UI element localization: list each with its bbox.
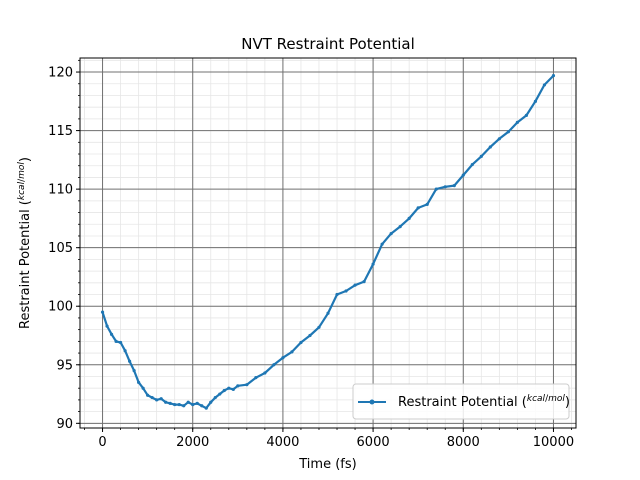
data-point — [497, 137, 501, 141]
data-point — [407, 216, 411, 221]
y-tick-label: 115 — [48, 124, 73, 139]
data-point — [213, 395, 217, 400]
y-tick-label: 100 — [48, 300, 73, 315]
data-point — [398, 225, 402, 229]
ticks-layer: 0 2000 4000 6000 8000 10000 90 95 100 105 110 115 12… — [48, 59, 574, 450]
data-point — [533, 99, 538, 103]
data-point — [114, 339, 118, 343]
data-point — [515, 120, 519, 124]
y-tick-label: 90 — [56, 417, 73, 432]
data-point — [335, 292, 339, 297]
plot-background — [80, 58, 576, 428]
data-point — [128, 359, 132, 363]
data-point — [100, 310, 105, 314]
svg-text:Restraint Potential (kcal/mol): Restraint Potential (kcal/mol) — [17, 157, 33, 329]
data-point — [416, 206, 420, 210]
data-point — [371, 262, 375, 266]
data-point — [186, 400, 190, 404]
data-point — [488, 145, 492, 149]
legend-unit-denominator: mol — [548, 394, 565, 404]
data-point — [317, 325, 321, 329]
data-point — [452, 184, 456, 188]
data-point — [362, 280, 366, 284]
data-point — [118, 340, 123, 345]
data-point — [231, 387, 235, 391]
data-point — [218, 392, 222, 396]
data-point — [281, 356, 285, 360]
data-point — [479, 154, 483, 158]
data-point — [353, 283, 357, 287]
data-point — [191, 402, 195, 407]
data-point — [389, 232, 393, 236]
data-point — [105, 324, 109, 328]
x-tick-label: 0 — [98, 435, 106, 450]
data-point — [146, 393, 150, 397]
svg-text:Restraint Potential (kcal/mol): Restraint Potential (kcal/mol) — [398, 394, 570, 410]
data-point — [461, 173, 465, 177]
data-point — [150, 395, 154, 400]
data-point — [159, 397, 163, 401]
data-point — [177, 402, 181, 407]
data-point — [272, 363, 276, 367]
y-axis-unit-denominator: mol — [17, 162, 27, 179]
data-point — [263, 371, 267, 375]
data-point — [195, 401, 199, 406]
data-point — [164, 400, 168, 404]
y-axis-label: Restraint Potential (kcal/mol) — [17, 157, 33, 329]
major-grid — [80, 58, 576, 428]
data-point — [236, 384, 240, 388]
x-tick-label: 6000 — [357, 435, 390, 450]
legend-unit-numerator: kcal — [527, 394, 546, 404]
data-point — [200, 404, 204, 408]
legend-entry-text: Restraint Potential ( — [398, 395, 527, 410]
plot-frame — [79, 57, 577, 429]
data-point — [425, 202, 429, 206]
data-point — [506, 130, 510, 134]
data-point — [155, 398, 159, 402]
y-tick-label: 95 — [56, 358, 73, 373]
y-axis-label-text: Restraint Potential ( — [18, 200, 33, 329]
y-tick-label: 105 — [48, 241, 73, 256]
legend-marker-swatch — [369, 399, 375, 405]
data-point — [290, 350, 294, 354]
data-point — [524, 113, 529, 117]
x-axis-label: Time (fs) — [298, 457, 356, 472]
data-point — [299, 340, 303, 345]
data-point — [326, 311, 330, 315]
data-point — [182, 404, 186, 408]
legend-box — [352, 383, 570, 420]
data-point — [551, 73, 556, 78]
data-point — [254, 376, 258, 380]
data-point — [227, 386, 231, 390]
series-layer — [100, 73, 556, 410]
y-tick-label: 110 — [48, 183, 73, 198]
data-point — [380, 242, 384, 246]
data-point — [109, 332, 114, 336]
data-point — [137, 380, 141, 384]
legend: Restraint Potential (kcal/mol) — [352, 383, 570, 420]
x-tick-label: 2000 — [176, 435, 209, 450]
data-point — [308, 333, 312, 338]
data-point — [132, 369, 136, 373]
data-point — [204, 406, 208, 410]
data-point — [470, 162, 474, 167]
data-point — [443, 185, 447, 189]
data-point — [173, 402, 177, 407]
data-point — [141, 386, 145, 390]
data-point — [344, 289, 348, 293]
data-point — [434, 187, 438, 191]
x-tick-label: 8000 — [447, 435, 480, 450]
y-tick-label: 120 — [48, 66, 73, 81]
data-point — [542, 83, 547, 87]
data-point — [209, 400, 213, 404]
x-tick-label: 4000 — [266, 435, 299, 450]
chart-title: NVT Restraint Potential — [241, 35, 414, 53]
x-tick-label: 10000 — [533, 435, 574, 450]
data-point — [222, 388, 226, 393]
data-point — [123, 349, 127, 353]
data-point — [245, 383, 249, 387]
data-point — [168, 401, 172, 406]
y-axis-unit-numerator: kcal — [17, 181, 27, 200]
